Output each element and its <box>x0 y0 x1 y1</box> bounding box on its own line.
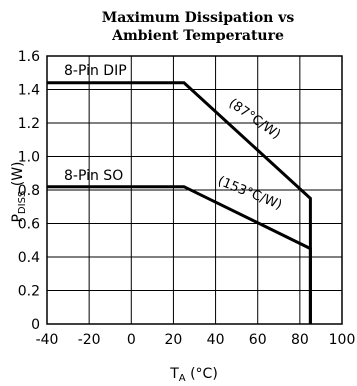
x-tick-label: 60 <box>249 332 267 348</box>
annotation-dip: (87°C/W) <box>226 96 283 142</box>
y-tick-label: 0.2 <box>18 284 40 300</box>
x-tick-label: 0 <box>127 332 136 348</box>
y-tick-label: 1.2 <box>18 116 40 132</box>
x-tick-label: -40 <box>36 332 59 348</box>
x-axis-label-unit: (°C) <box>190 366 218 382</box>
y-tick-label: 1.6 <box>18 49 40 65</box>
chart-title-line2: Ambient Temperature <box>111 28 284 44</box>
x-tick-label: -20 <box>78 332 101 348</box>
y-tick-label: 1.0 <box>18 150 40 166</box>
series-line-so <box>47 185 312 324</box>
series-label-so: 8-Pin SO <box>64 168 123 184</box>
x-axis-label-main: T <box>169 366 179 382</box>
x-axis-label-sub: A <box>179 373 186 384</box>
x-tick-label: 40 <box>207 332 225 348</box>
x-axis-label: TA (°C) <box>169 366 218 384</box>
x-tick-label: 100 <box>329 332 356 348</box>
series-label-dip: 8-Pin DIP <box>64 63 127 79</box>
y-tick-label: 1.4 <box>18 83 40 99</box>
x-tick-label: 20 <box>165 332 183 348</box>
grid <box>47 56 342 324</box>
y-axis-label-unit: (W) <box>10 161 26 186</box>
x-tick-label: 80 <box>291 332 309 348</box>
plot-frame <box>46 55 343 325</box>
svg-text:PDISS (W): PDISS (W) <box>10 161 28 222</box>
y-tick-label: 0.4 <box>18 250 40 266</box>
axis-ticks: -40 -20 0 20 40 60 80 100 0 0.2 0.4 0.6 0.8 1.0 1.2 1.4… <box>18 49 356 348</box>
y-tick-label: 0 <box>31 317 40 333</box>
y-tick-label: 0.8 <box>18 183 40 199</box>
y-axis-label-sub: DISS <box>17 191 28 214</box>
chart-title-line1: Maximum Dissipation vs <box>102 10 295 26</box>
y-axis-label-main: P <box>10 214 26 222</box>
svg-text:TA (°C): TA (°C) <box>169 366 218 384</box>
y-tick-label: 0.6 <box>18 217 40 233</box>
series-lines <box>47 81 312 324</box>
y-axis-label: PDISS (W) <box>10 161 28 222</box>
